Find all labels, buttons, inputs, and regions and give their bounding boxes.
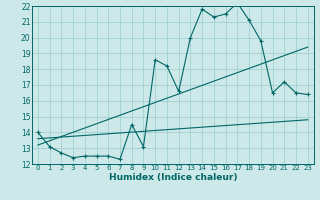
X-axis label: Humidex (Indice chaleur): Humidex (Indice chaleur) [108, 173, 237, 182]
